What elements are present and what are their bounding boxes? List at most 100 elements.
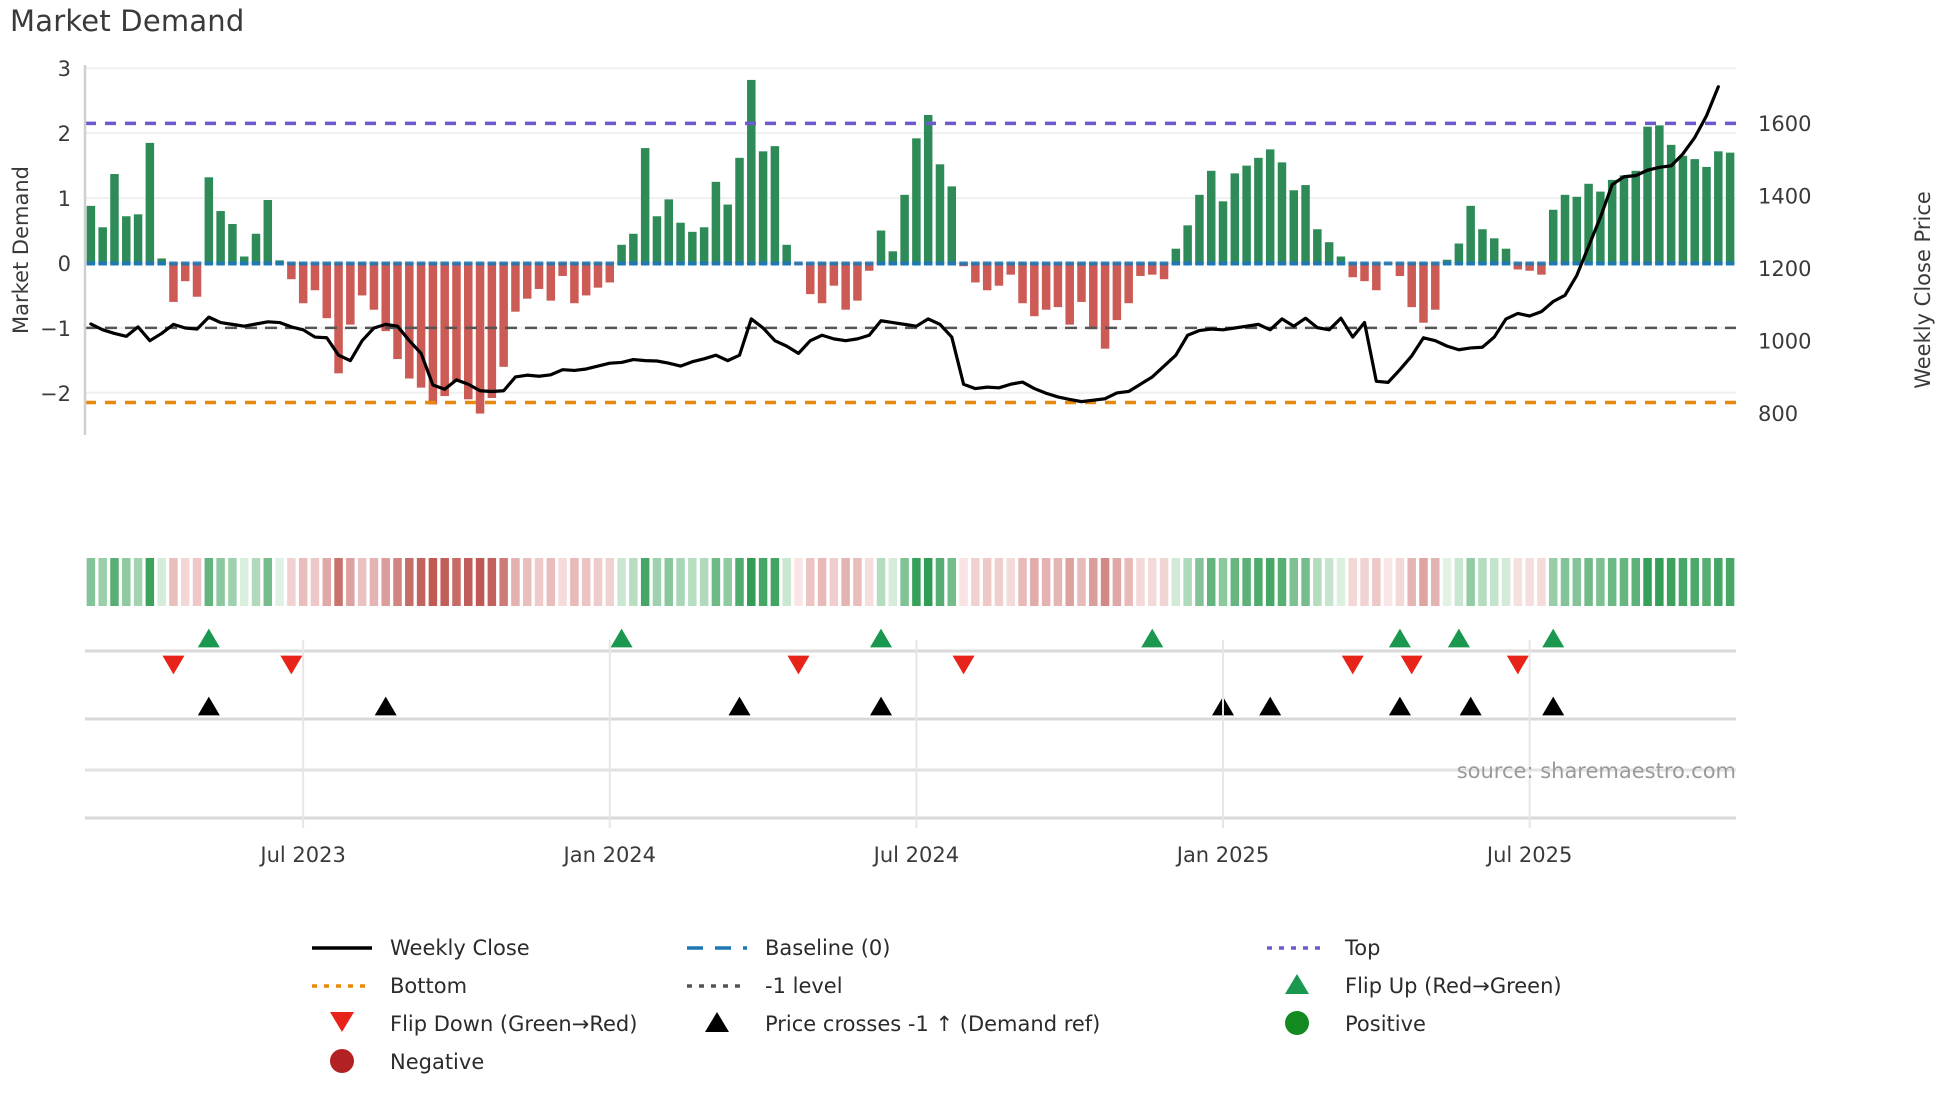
strip-cell bbox=[1690, 558, 1699, 606]
flip-up-marker bbox=[197, 628, 220, 648]
demand-bar bbox=[487, 262, 497, 398]
strip-cell bbox=[1242, 558, 1251, 606]
legend-triangle-down-swatch bbox=[330, 1012, 354, 1032]
baseline-stub bbox=[1678, 261, 1688, 266]
baseline-stub bbox=[1289, 261, 1299, 266]
strip-cell bbox=[1077, 558, 1086, 606]
baseline-stub bbox=[369, 261, 379, 266]
demand-bar bbox=[346, 262, 355, 325]
baseline-stub bbox=[86, 261, 96, 266]
baseline-stub bbox=[1619, 261, 1629, 266]
baseline-stub bbox=[275, 261, 284, 266]
strip-cell bbox=[1631, 558, 1641, 606]
strip-cell bbox=[1218, 558, 1228, 606]
flip-up-marker bbox=[1388, 628, 1411, 648]
legend-flip-up[interactable]: Flip Up (Red→Green) bbox=[1285, 974, 1562, 998]
baseline-stub bbox=[334, 261, 343, 266]
baseline-stub bbox=[440, 261, 449, 266]
demand-bar bbox=[1324, 242, 1334, 263]
baseline-stub bbox=[1183, 261, 1192, 266]
strip-cell bbox=[357, 558, 367, 606]
demand-bar bbox=[1148, 262, 1157, 275]
price-cross-marker bbox=[197, 696, 220, 716]
price-cross-marker bbox=[1259, 696, 1282, 716]
baseline-stub bbox=[1690, 261, 1699, 266]
baseline-stub bbox=[122, 261, 131, 266]
strip-cell bbox=[534, 558, 544, 606]
strip-cell bbox=[275, 558, 284, 606]
reference-lines-layer bbox=[85, 121, 1736, 405]
baseline-stub bbox=[935, 261, 945, 266]
baseline-stub bbox=[605, 261, 615, 266]
weekly-close-line bbox=[89, 85, 1720, 404]
baseline-stub bbox=[1148, 261, 1157, 266]
baseline-stub bbox=[1313, 261, 1322, 266]
strip-cell bbox=[770, 558, 780, 606]
demand-bar bbox=[1395, 262, 1405, 276]
baseline-stub bbox=[841, 261, 850, 266]
demand-bar bbox=[1560, 194, 1570, 263]
baseline-stub bbox=[1041, 261, 1051, 266]
demand-bar bbox=[1112, 262, 1122, 321]
baseline-stub bbox=[794, 261, 803, 266]
demand-bar bbox=[334, 262, 343, 374]
demand-bar bbox=[1619, 175, 1629, 263]
x-axis-tick-label: Jan 2024 bbox=[562, 843, 657, 867]
baseline-stub bbox=[1454, 261, 1464, 266]
flip-down-marker bbox=[952, 655, 975, 675]
baseline-stub bbox=[747, 261, 756, 266]
strip-cell bbox=[157, 558, 166, 606]
baseline-stub bbox=[1277, 261, 1287, 266]
demand-bar bbox=[1100, 262, 1110, 349]
strip-cell bbox=[228, 558, 237, 606]
baseline-stub bbox=[1431, 261, 1440, 266]
strip-cell bbox=[440, 558, 449, 606]
strip-cell bbox=[947, 558, 957, 606]
strip-cell bbox=[1596, 558, 1605, 606]
demand-bar bbox=[1631, 170, 1641, 263]
weekly-close-line-layer bbox=[89, 85, 1720, 404]
left-axis-tick-label: −1 bbox=[40, 317, 71, 341]
demand-bar bbox=[912, 138, 921, 263]
strip-cell bbox=[1018, 558, 1027, 606]
legend-positive[interactable]: Positive bbox=[1285, 1011, 1426, 1036]
strip-cell bbox=[522, 558, 532, 606]
flip-down-marker bbox=[1506, 655, 1529, 675]
strip-cell bbox=[1548, 558, 1558, 606]
right-axis-tick-label: 1600 bbox=[1758, 112, 1811, 136]
demand-bar bbox=[1277, 162, 1287, 263]
right-axis-tick-label: 800 bbox=[1758, 402, 1798, 426]
demand-bar bbox=[817, 262, 827, 304]
legend-weekly-close[interactable]: Weekly Close bbox=[312, 936, 530, 960]
legend-price-cross[interactable]: Price crosses -1 ↑ (Demand ref) bbox=[705, 1012, 1100, 1036]
legend-item-label: Price crosses -1 ↑ (Demand ref) bbox=[765, 1012, 1100, 1036]
legend-triangle-up-swatch bbox=[705, 1012, 729, 1032]
legend-bottom[interactable]: Bottom bbox=[312, 974, 467, 998]
baseline-stub bbox=[1478, 261, 1487, 266]
demand-bar bbox=[1077, 262, 1086, 302]
legend-baseline[interactable]: Baseline (0) bbox=[687, 936, 890, 960]
baseline-stub bbox=[994, 261, 1004, 266]
baseline-stub bbox=[98, 261, 107, 266]
baseline-stub bbox=[1077, 261, 1086, 266]
demand-bar bbox=[1218, 201, 1228, 263]
flip-up-marker bbox=[1542, 628, 1565, 648]
legend-flip-down[interactable]: Flip Down (Green→Red) bbox=[330, 1012, 637, 1036]
flip-down-marker bbox=[1341, 655, 1364, 675]
right-axis-tick-label: 1200 bbox=[1758, 257, 1811, 281]
demand-bar bbox=[1466, 205, 1475, 263]
strip-cell bbox=[841, 558, 850, 606]
legend-item-label: Flip Down (Green→Red) bbox=[390, 1012, 637, 1036]
legend-minus-one[interactable]: -1 level bbox=[687, 974, 843, 998]
legend-top[interactable]: Top bbox=[1267, 936, 1380, 960]
strip-cell bbox=[711, 558, 721, 606]
flip-up-marker bbox=[1447, 628, 1470, 648]
demand-bar bbox=[546, 262, 556, 301]
strip-cell bbox=[487, 558, 497, 606]
demand-bar bbox=[558, 262, 567, 276]
demand-bar bbox=[1537, 262, 1546, 275]
baseline-stub bbox=[629, 261, 638, 266]
legend-negative[interactable]: Negative bbox=[330, 1049, 484, 1074]
baseline-stub bbox=[1089, 261, 1098, 266]
baseline-stub bbox=[1725, 261, 1735, 266]
